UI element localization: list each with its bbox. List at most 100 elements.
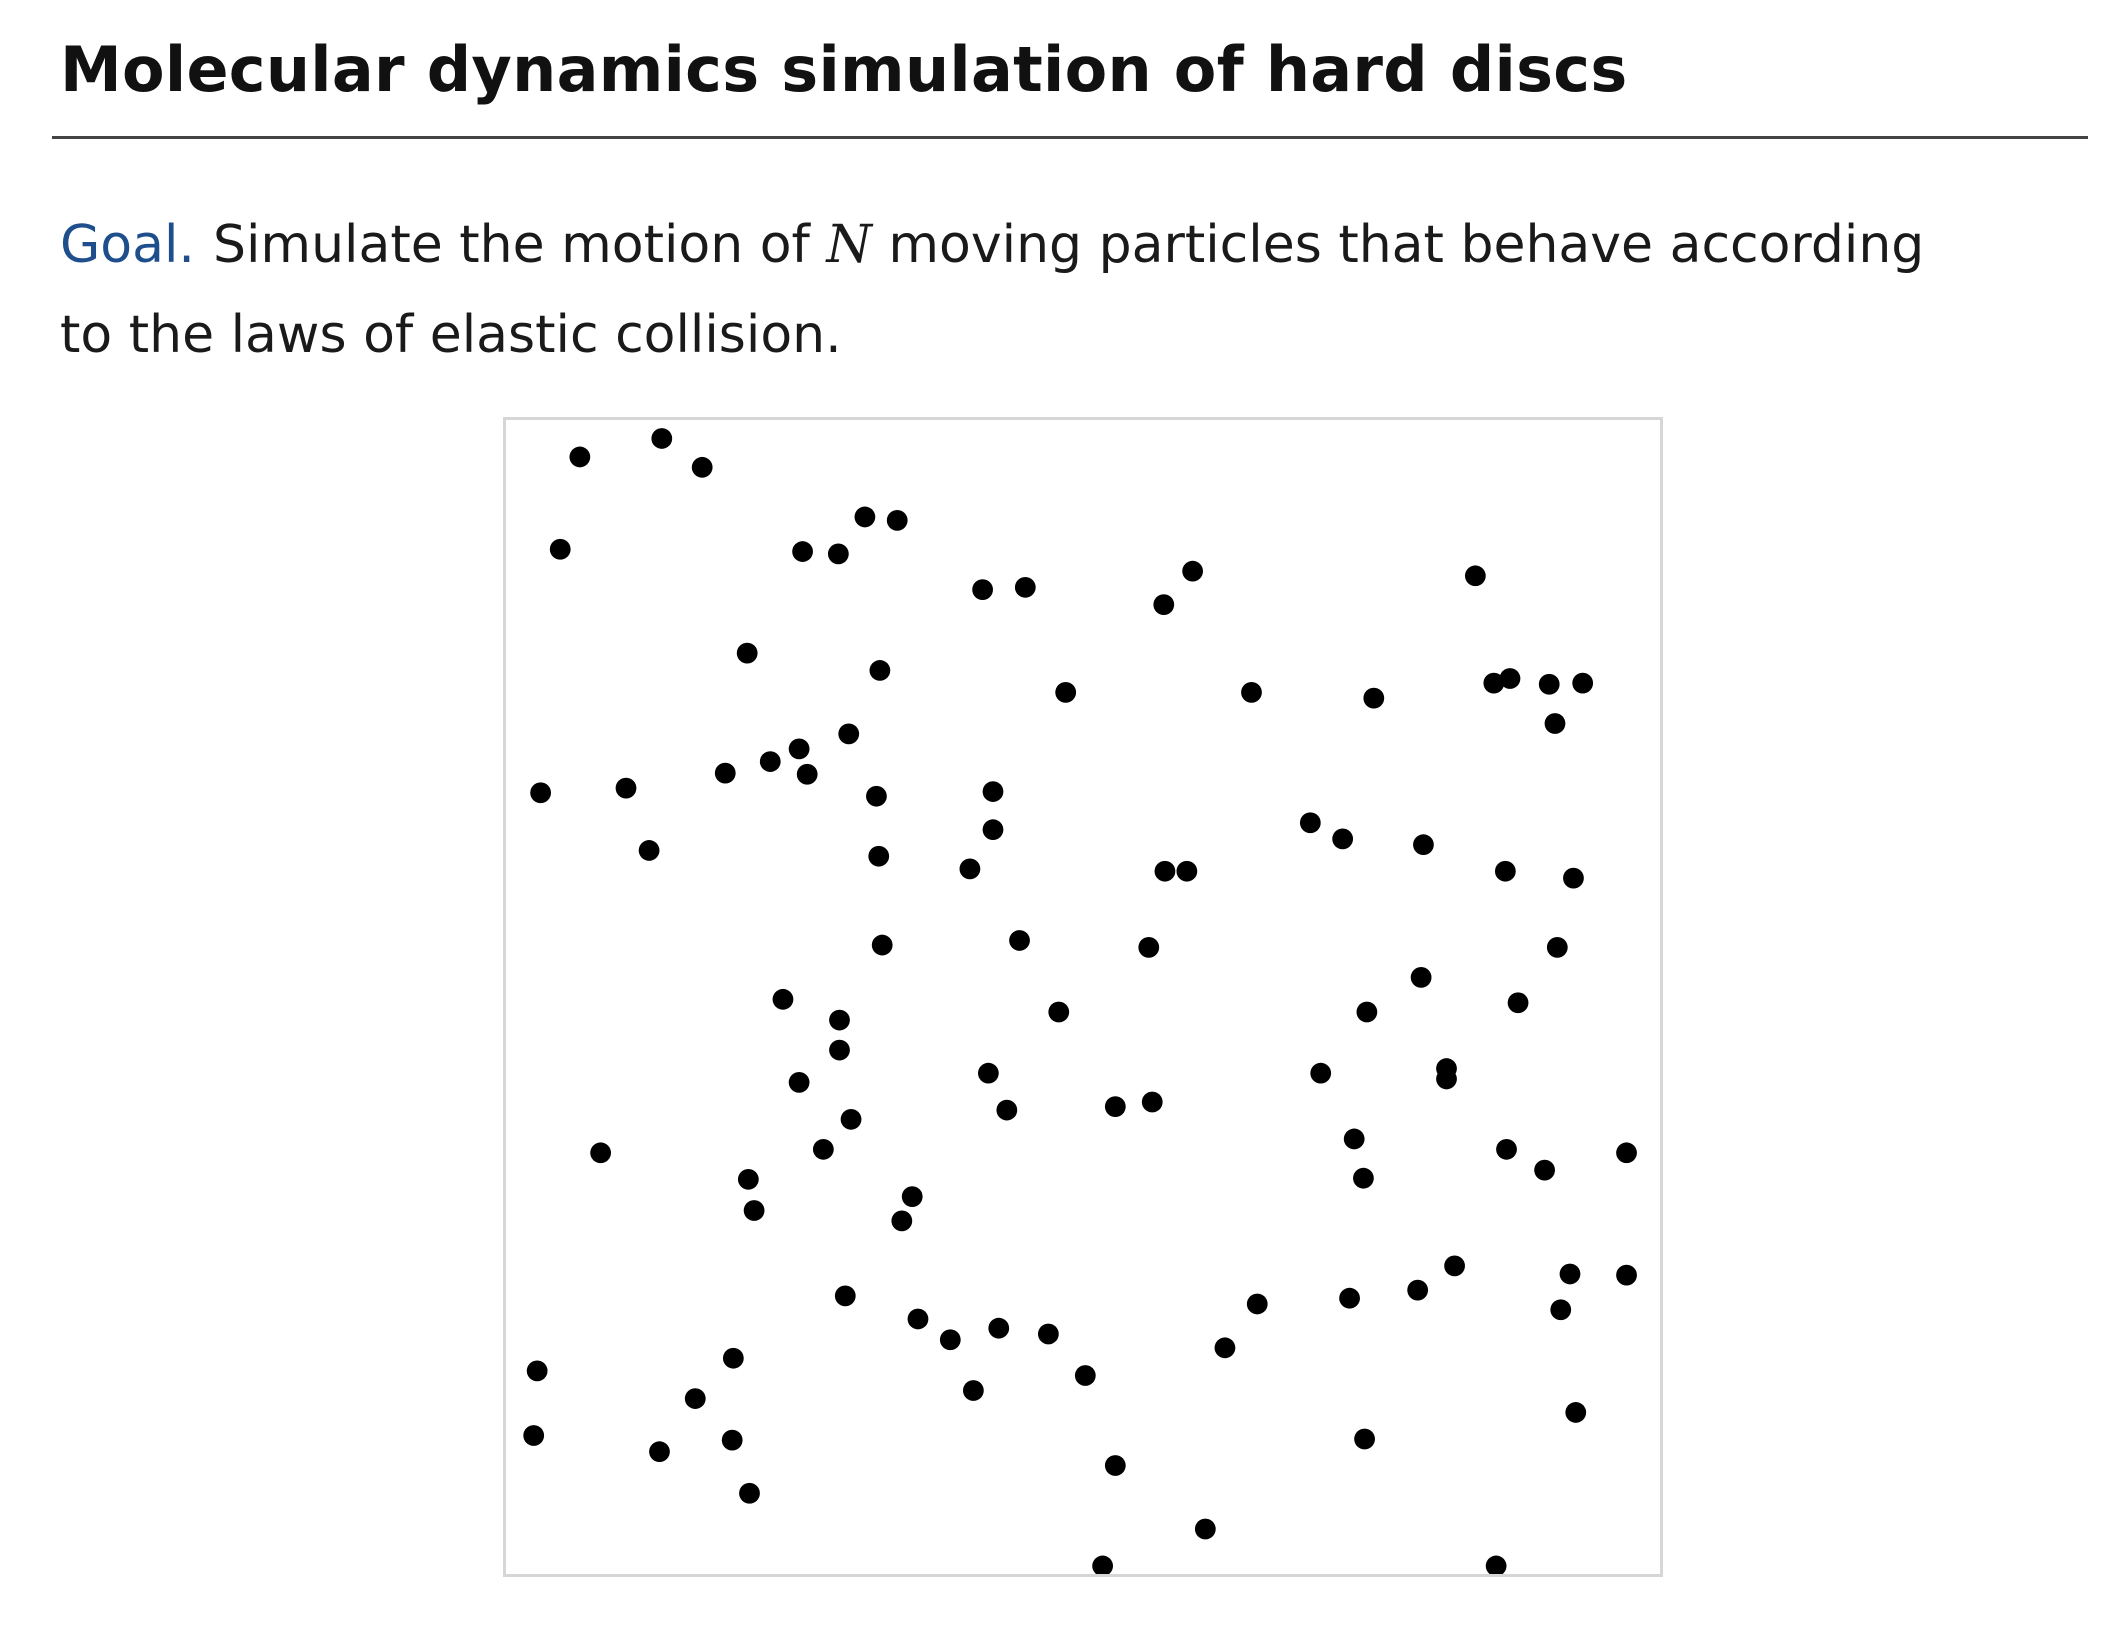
particle (1444, 1255, 1465, 1277)
particle (523, 1425, 545, 1446)
particle (1546, 936, 1568, 958)
particle (829, 1009, 850, 1031)
particle (840, 1108, 862, 1130)
particle (759, 751, 781, 772)
particle (996, 1099, 1018, 1121)
particle (972, 579, 993, 601)
particle (1153, 594, 1175, 616)
particles-layer (523, 428, 1637, 1574)
particle (1565, 1402, 1587, 1423)
title-divider (52, 136, 2088, 139)
particle (651, 428, 673, 449)
particle (1241, 681, 1262, 703)
particle (982, 781, 1004, 802)
particle (1104, 1455, 1126, 1476)
particle (788, 738, 810, 760)
particle (868, 845, 890, 867)
particle (792, 541, 813, 562)
particle (737, 1168, 759, 1190)
particle (721, 1429, 743, 1451)
particle (1299, 812, 1321, 834)
particle (1138, 936, 1160, 958)
particle (1496, 1138, 1517, 1160)
particle (736, 642, 758, 664)
particle (1354, 1428, 1375, 1450)
particle (1559, 1263, 1581, 1285)
particle (1009, 930, 1030, 951)
particle (1074, 1365, 1096, 1386)
particle (1194, 1518, 1216, 1540)
particle (1339, 1287, 1360, 1309)
particle (638, 840, 660, 861)
particle (796, 763, 818, 785)
particle (1104, 1096, 1126, 1118)
particle (569, 446, 591, 468)
particle (772, 988, 794, 1010)
particle (1572, 672, 1594, 694)
goal-label: Goal. (60, 215, 195, 275)
particle (866, 785, 887, 807)
particle (1055, 681, 1077, 703)
particle (854, 506, 876, 528)
particle (1464, 565, 1486, 587)
particle (886, 510, 908, 531)
particle (722, 1347, 744, 1369)
particle (1544, 713, 1566, 734)
particle (691, 456, 713, 478)
particle (1141, 1091, 1163, 1113)
particle (649, 1441, 670, 1463)
particle (1363, 687, 1385, 709)
particle (1410, 966, 1432, 988)
simulation-canvas (503, 417, 1663, 1577)
particle (1436, 1068, 1457, 1090)
particle (1550, 1299, 1572, 1321)
particle (1407, 1279, 1429, 1301)
particle (1616, 1264, 1637, 1286)
particle (549, 538, 571, 560)
particle (530, 782, 552, 804)
particle (714, 762, 736, 784)
particle (962, 1380, 984, 1401)
particle (1310, 1062, 1332, 1084)
particle (684, 1388, 706, 1409)
particle (977, 1062, 999, 1084)
particle (1413, 834, 1434, 856)
particle (1092, 1555, 1114, 1574)
particle (1485, 1555, 1507, 1574)
particle (743, 1200, 765, 1221)
particle (1563, 867, 1584, 889)
particle (1616, 1142, 1637, 1164)
particle (1483, 672, 1505, 694)
particle (939, 1329, 961, 1351)
goal-text-before: Simulate the motion of (212, 215, 827, 275)
particle (590, 1142, 612, 1164)
particle (739, 1482, 760, 1504)
particle (1534, 1159, 1555, 1181)
particle (871, 934, 893, 956)
particle (1048, 1001, 1070, 1023)
particle (1037, 1323, 1059, 1345)
particle (526, 1360, 548, 1382)
particle (615, 777, 637, 799)
particle (907, 1308, 929, 1330)
particle (1356, 1001, 1378, 1023)
particle (982, 819, 1004, 841)
particle (1214, 1337, 1236, 1359)
particle (1154, 860, 1176, 882)
particle (1538, 673, 1560, 695)
goal-statement: Goal. Simulate the motion of N moving par… (60, 200, 1960, 380)
goal-text-after: moving particles that behave according t… (60, 215, 1925, 365)
particle (1332, 828, 1354, 850)
particle (827, 543, 849, 565)
particle (788, 1072, 810, 1093)
particle (1014, 576, 1036, 598)
particle (838, 723, 860, 745)
particle (1353, 1167, 1374, 1189)
particle (1182, 560, 1204, 582)
particle (812, 1138, 834, 1160)
particle (869, 660, 891, 681)
particle (834, 1285, 856, 1307)
particle (829, 1039, 850, 1061)
particle (891, 1210, 913, 1232)
particle (1246, 1293, 1268, 1315)
